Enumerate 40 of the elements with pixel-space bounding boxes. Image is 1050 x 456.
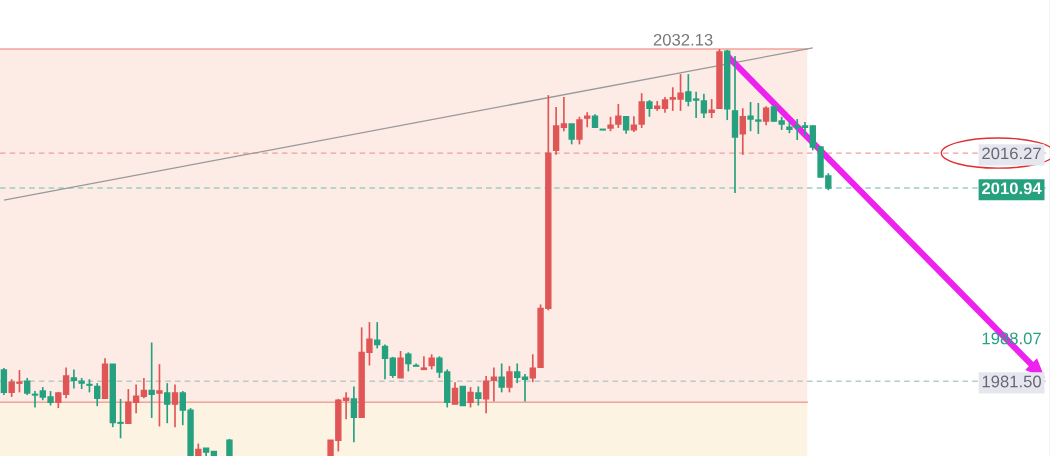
candlestick	[389, 356, 396, 379]
annotation: 2032.13	[653, 33, 713, 46]
candlestick	[397, 350, 404, 379]
candlestick	[708, 98, 715, 119]
candlestick	[171, 383, 179, 428]
candlestick	[156, 363, 163, 428]
candlestick	[31, 390, 39, 409]
candlestick	[164, 382, 171, 425]
candlestick	[381, 343, 389, 381]
y-tick-label: 2010.94	[982, 182, 1042, 195]
candlestick	[482, 375, 490, 415]
candlestick	[506, 365, 513, 394]
candlestick	[521, 373, 529, 403]
candlestick	[140, 377, 148, 400]
candlestick	[700, 92, 708, 119]
y-tick-label: 2016.27	[982, 147, 1041, 160]
candlestick	[638, 92, 645, 129]
candlestick	[94, 382, 101, 407]
candlestick	[70, 368, 78, 390]
candlestick	[514, 362, 521, 385]
candlestick	[148, 341, 155, 419]
candlestick	[498, 362, 505, 394]
candlestick	[405, 351, 412, 373]
candlestick	[490, 366, 498, 403]
candlestick	[576, 115, 583, 146]
candlestick	[568, 123, 575, 146]
candlestick	[420, 355, 428, 371]
candlestick	[739, 107, 746, 156]
candlestick	[762, 105, 770, 127]
candlestick	[451, 381, 459, 406]
candlestick	[0, 367, 8, 396]
candlestick	[475, 385, 482, 407]
candlestick	[615, 103, 622, 129]
candlestick	[350, 385, 358, 444]
candlestick	[801, 121, 809, 137]
candlestick	[560, 96, 568, 133]
y-tick-label: 1981.50	[982, 375, 1042, 388]
candlestick	[467, 386, 474, 409]
candlestick	[412, 362, 420, 367]
candlestick	[459, 385, 466, 407]
